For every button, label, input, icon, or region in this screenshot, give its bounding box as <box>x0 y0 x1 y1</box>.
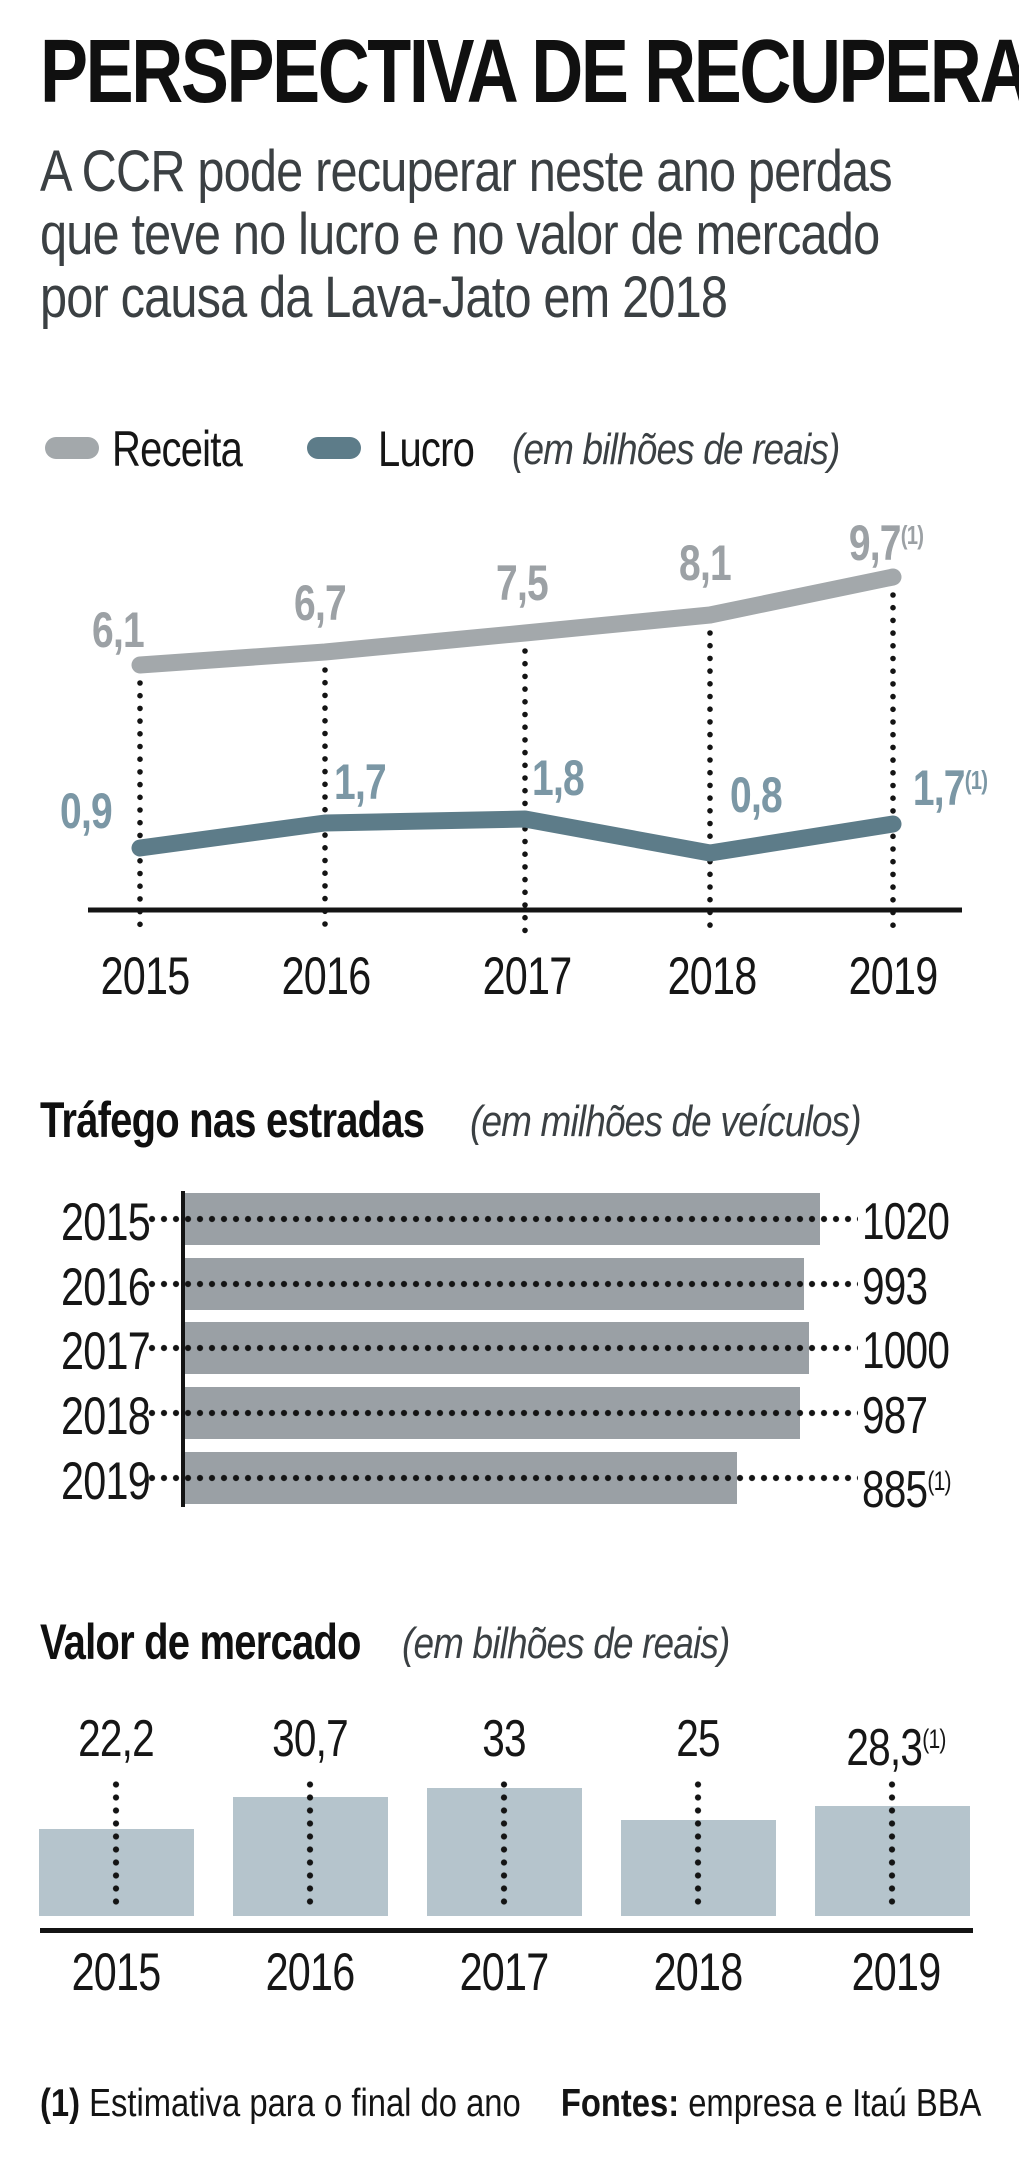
traffic-value-2019: 885(1) <box>862 1460 952 1519</box>
market-value-units-label: (em bilhões de reais) <box>402 1619 730 1668</box>
dotted-guide-lines <box>137 592 896 939</box>
market-guide-2017 <box>500 1778 508 1910</box>
market-guide-2019 <box>888 1778 896 1910</box>
footnote-marker: (1) <box>922 1724 946 1754</box>
market-value-2016: 30,7 <box>272 1710 349 1768</box>
market-value-2015: 22,2 <box>78 1710 155 1768</box>
market-x-label-2016: 2016 <box>265 1943 356 2002</box>
traffic-leader-2018 <box>146 1409 858 1417</box>
footer-note: (1) Estimativa para o final do ano Fonte… <box>40 2082 1019 2126</box>
traffic-value-2016: 993 <box>862 1258 928 1316</box>
traffic-row-label-2019: 2019 <box>61 1452 151 1511</box>
lucro-value-2015: 0,9 <box>60 783 113 839</box>
footnote-marker: (1) <box>900 520 924 550</box>
traffic-row-label-2016: 2016 <box>61 1258 151 1317</box>
receita-value-2015: 6,1 <box>92 602 145 658</box>
market-value-section-title: Valor de mercado <box>40 1614 361 1670</box>
traffic-axis-line <box>181 1191 185 1507</box>
traffic-section-title: Tráfego nas estradas <box>40 1092 425 1148</box>
line-x-label-2015: 2015 <box>100 947 191 1006</box>
market-guide-2016 <box>306 1778 314 1910</box>
market-x-label-2015: 2015 <box>71 1943 162 2002</box>
legend-swatch-receita <box>45 437 99 459</box>
receita-value-2016: 6,7 <box>294 575 347 631</box>
footnote-marker: (1) <box>40 2082 81 2125</box>
line-x-label-2017: 2017 <box>482 947 573 1006</box>
page-subtitle: A CCR pode recuperar neste ano perdas qu… <box>40 140 1019 329</box>
page-title: PERSPECTIVA DE RECUPERAÇÃO <box>40 22 1019 122</box>
lucro-line <box>131 810 902 862</box>
traffic-value-2018: 987 <box>862 1387 928 1445</box>
footnote-text: Estimativa para o final do ano <box>89 2082 521 2125</box>
line-chart-units-label: (em bilhões de reais) <box>512 425 840 474</box>
receita-value-2017: 7,5 <box>496 555 549 611</box>
sources-label: Fontes: <box>560 2082 680 2125</box>
receita-value-2019: 9,7(1) <box>848 515 924 572</box>
traffic-leader-2017 <box>146 1344 858 1352</box>
footnote-marker: (1) <box>964 765 988 795</box>
revenue-profit-line-chart <box>88 568 962 939</box>
traffic-leader-2015 <box>146 1215 858 1223</box>
subtitle-line-3: por causa da Lava-Jato em 2018 <box>40 265 728 330</box>
lucro-value-2019: 1,7(1) <box>912 760 988 817</box>
subtitle-line-2: que teve no lucro e no valor de mercado <box>40 202 880 267</box>
sources-text: empresa e Itaú BBA <box>688 2082 982 2125</box>
lucro-value-2017: 1,8 <box>532 750 585 806</box>
traffic-value-2017: 1000 <box>862 1322 950 1380</box>
traffic-leader-2019 <box>146 1474 858 1482</box>
market-axis-line <box>40 1928 973 1933</box>
market-value-2018: 25 <box>676 1710 720 1768</box>
traffic-leader-2016 <box>146 1280 858 1288</box>
market-x-label-2019: 2019 <box>851 1943 942 2002</box>
traffic-value-2015: 1020 <box>862 1193 950 1251</box>
lucro-value-2018: 0,8 <box>730 767 783 823</box>
lucro-value-2016: 1,7 <box>334 754 387 810</box>
line-x-label-2016: 2016 <box>281 947 372 1006</box>
footnote-marker: (1) <box>927 1466 951 1496</box>
traffic-row-label-2015: 2015 <box>61 1193 151 1252</box>
traffic-row-label-2018: 2018 <box>61 1387 151 1446</box>
receita-value-2018: 8,1 <box>679 535 732 591</box>
market-guide-2018 <box>694 1778 702 1910</box>
line-x-label-2019: 2019 <box>848 947 939 1006</box>
market-x-label-2017: 2017 <box>459 1943 550 2002</box>
receita-line <box>131 568 902 674</box>
market-guide-2015 <box>112 1778 120 1910</box>
traffic-row-label-2017: 2017 <box>61 1322 151 1381</box>
line-x-label-2018: 2018 <box>667 947 758 1006</box>
market-value-2019: 28,3(1) <box>846 1718 946 1777</box>
market-value-2017: 33 <box>482 1710 526 1768</box>
legend-label-receita: Receita <box>112 421 243 477</box>
market-x-label-2018: 2018 <box>653 1943 744 2002</box>
traffic-units-label: (em milhões de veículos) <box>470 1097 862 1146</box>
legend-label-lucro: Lucro <box>378 421 475 477</box>
legend-swatch-lucro <box>307 437 361 459</box>
subtitle-line-1: A CCR pode recuperar neste ano perdas <box>40 139 893 204</box>
